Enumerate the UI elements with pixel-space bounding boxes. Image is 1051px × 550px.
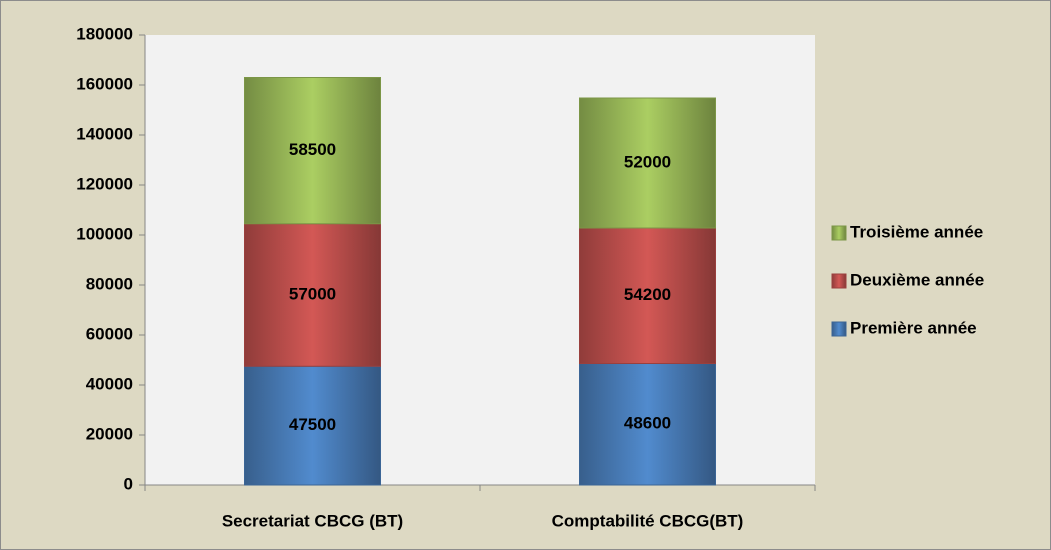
y-tick-label: 20000 bbox=[86, 424, 133, 443]
y-tick-label: 140000 bbox=[76, 124, 133, 143]
legend-swatch bbox=[831, 273, 847, 289]
y-tick-label: 120000 bbox=[76, 174, 133, 193]
y-tick-label: 80000 bbox=[86, 274, 133, 293]
bar-segment bbox=[244, 77, 381, 225]
legend-swatch bbox=[831, 225, 847, 241]
legend-swatch bbox=[831, 321, 847, 337]
y-tick-label: 160000 bbox=[76, 74, 133, 93]
data-label: 52000 bbox=[624, 152, 671, 171]
data-label: 54200 bbox=[624, 285, 671, 304]
data-label: 57000 bbox=[289, 284, 336, 303]
legend-label: Deuxième année bbox=[850, 270, 984, 289]
y-tick-label: 100000 bbox=[76, 224, 133, 243]
data-label: 58500 bbox=[289, 140, 336, 159]
y-tick-label: 40000 bbox=[86, 374, 133, 393]
y-tick-label: 60000 bbox=[86, 324, 133, 343]
legend-label: Première année bbox=[850, 318, 977, 337]
legend-label: Troisième année bbox=[850, 222, 983, 241]
y-tick-label: 180000 bbox=[76, 24, 133, 43]
x-tick-label: Secretariat CBCG (BT) bbox=[222, 511, 403, 530]
y-tick-label: 0 bbox=[124, 474, 133, 493]
data-label: 48600 bbox=[624, 414, 671, 433]
bar-segment bbox=[579, 227, 716, 364]
bar-segment bbox=[579, 363, 716, 486]
data-label: 47500 bbox=[289, 415, 336, 434]
x-tick-label: Comptabilité CBCG(BT) bbox=[552, 511, 744, 530]
bar-segment bbox=[579, 97, 716, 229]
